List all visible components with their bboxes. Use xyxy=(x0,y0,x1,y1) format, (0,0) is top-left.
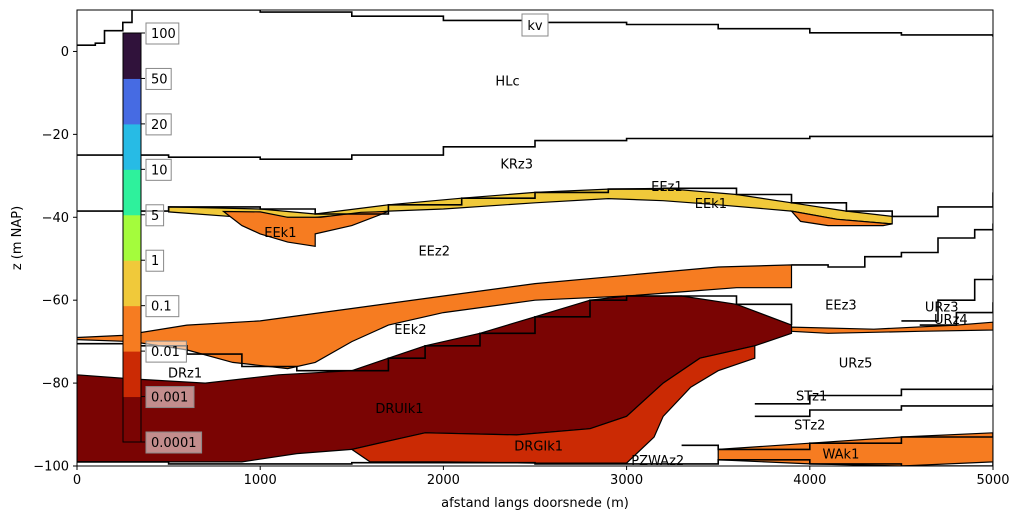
layer-label-krz3: KRz3 xyxy=(500,157,533,172)
x-tick-label: 0 xyxy=(73,473,81,488)
colorbar-label-box xyxy=(145,22,180,45)
region-eek2 xyxy=(77,264,793,370)
colorbar-label: 20 xyxy=(151,118,168,133)
y-axis-label: z (m NAP) xyxy=(10,206,25,270)
region-eek1 xyxy=(221,210,389,247)
layer-label-pzwaz2: PZWAz2 xyxy=(631,454,684,469)
colorbar-label-box xyxy=(145,158,172,181)
colorbar-label: 0.0001 xyxy=(151,436,197,451)
colorbar-label-box xyxy=(145,431,203,454)
x-tick-label: 3000 xyxy=(610,473,643,488)
boundary-line-urz5-stz1 xyxy=(754,385,993,405)
x-tick-label: 2000 xyxy=(427,473,460,488)
colorbar-bin xyxy=(123,396,141,443)
boundary-line-top-drz1 xyxy=(77,295,793,372)
y-tick-label: −100 xyxy=(33,460,69,475)
region-drgik1 xyxy=(350,345,756,464)
boundary-line-eez3-urz3 xyxy=(901,275,993,322)
boundary-line-surface xyxy=(77,10,993,46)
boundary-line-base-stz2 xyxy=(681,432,993,451)
layer-label-drgik1: DRGIk1 xyxy=(514,439,563,454)
region-eek1 xyxy=(789,210,893,227)
colorbar-bin xyxy=(123,78,141,125)
x-axis-label: afstand langs doorsnede (m) xyxy=(441,496,629,511)
layer-label-hlc: HLc xyxy=(495,74,519,89)
x-tick-label: 1000 xyxy=(244,473,277,488)
layer-label-eek1: EEk1 xyxy=(264,226,296,241)
y-tick-label: −40 xyxy=(42,211,69,226)
boundary-line-krz3-eez1 xyxy=(77,187,993,218)
colorbar-bin xyxy=(123,351,141,398)
colorbar-bin xyxy=(123,123,141,170)
colorbar-label: 50 xyxy=(151,72,168,87)
layer-label-eek2: EEk2 xyxy=(394,323,426,338)
colorbar-label-box xyxy=(145,249,165,272)
y-tick-label: 0 xyxy=(61,45,69,60)
colorbar-label-box xyxy=(145,113,172,136)
x-tick-label: 4000 xyxy=(793,473,826,488)
y-tick-label: −20 xyxy=(42,128,69,143)
colorbar-title-box xyxy=(521,13,549,37)
layer-label-urz5: URz5 xyxy=(839,356,873,371)
boundary-line-base xyxy=(77,459,993,466)
colorbar-bin xyxy=(123,33,141,79)
colorbar: 100 50 20 10 5 1 0.1 0.01 0.001 0.0001 kv xyxy=(122,13,549,454)
colorbar-label: 10 xyxy=(151,163,168,178)
colorbar-label: 5 xyxy=(151,209,159,224)
layer-label-eez3: EEz3 xyxy=(825,298,857,313)
layer-label-eez2: EEz2 xyxy=(418,244,450,259)
region-wak1 xyxy=(717,432,993,466)
region-eek2 xyxy=(790,321,993,334)
layer-label-eez1: EEz1 xyxy=(651,180,683,195)
y-tick-label: −60 xyxy=(42,294,69,309)
colorbar-label: 0.1 xyxy=(151,300,172,315)
colorbar-label-box xyxy=(145,204,165,227)
layer-label-druik1: DRUIk1 xyxy=(375,402,423,417)
layer-label-urz4: URz4 xyxy=(934,313,968,328)
layer-label-eek1: EEk1 xyxy=(695,197,727,212)
layer-label-wak1: WAk1 xyxy=(823,448,860,463)
colorbar-bin xyxy=(123,169,141,216)
boundary-line-hlc-krz3 xyxy=(77,134,993,160)
boundary-line-stz1-stz2 xyxy=(754,403,993,418)
colorbar-frame xyxy=(122,32,142,443)
colorbar-title: kv xyxy=(527,19,543,34)
colorbar-bin xyxy=(123,260,141,307)
colorbar-label: 100 xyxy=(151,27,176,42)
plot-area-frame xyxy=(76,9,994,467)
colorbar-label: 0.01 xyxy=(151,345,180,360)
boundary-line-urz3-urz4 xyxy=(919,302,993,326)
colorbar-label-box xyxy=(145,386,195,409)
colorbar-label-box xyxy=(145,67,172,90)
layer-label-drz1: DRz1 xyxy=(168,367,202,382)
boundary-line-eez2-eez3 xyxy=(791,223,993,268)
colorbar-label-box xyxy=(145,295,180,318)
layer-label-urz3: URz3 xyxy=(925,300,959,315)
colorbar-bin xyxy=(123,214,141,261)
layer-label-stz2: STz2 xyxy=(794,419,825,434)
colorbar-bin xyxy=(123,305,141,352)
x-tick-label: 5000 xyxy=(976,473,1009,488)
y-tick-label: −80 xyxy=(42,377,69,392)
colorbar-label-box xyxy=(145,340,187,363)
colorbar-label: 0.001 xyxy=(151,391,188,406)
layer-label-stz1: STz1 xyxy=(796,390,827,405)
colorbar-label: 1 xyxy=(151,254,159,269)
